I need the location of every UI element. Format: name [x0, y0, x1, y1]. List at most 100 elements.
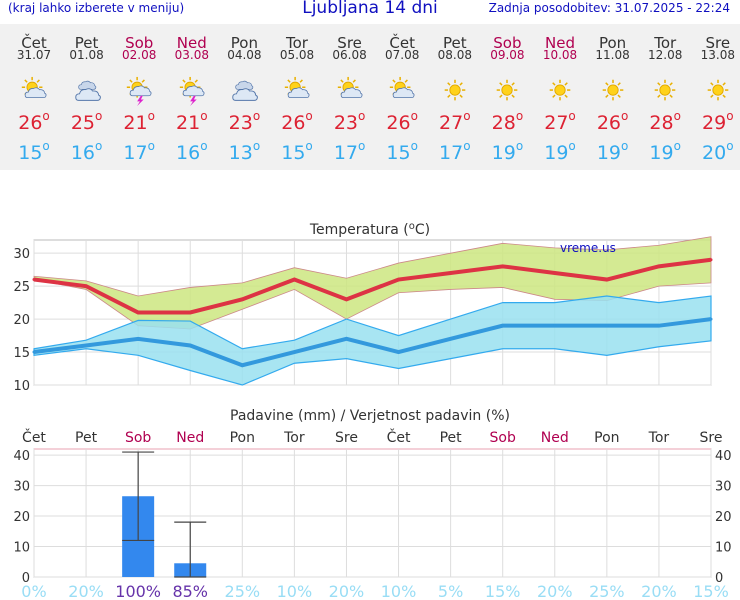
- precipitation-probability: 25%: [225, 582, 261, 600]
- day-date: 09.08: [490, 48, 525, 62]
- day-name: Sob: [125, 34, 154, 52]
- day-name: Čet: [21, 34, 47, 52]
- min-temperature-point: [605, 324, 609, 328]
- day-date: 04.08: [227, 48, 262, 62]
- y-tick-label-right: 20: [715, 510, 732, 525]
- min-temperature: 19o: [649, 139, 681, 164]
- max-temperature: 26o: [596, 109, 629, 134]
- day-name: Sre: [705, 34, 731, 52]
- max-temperature-point: [240, 297, 244, 301]
- sun-icon: [650, 76, 680, 106]
- x-tick-label: Ned: [176, 430, 204, 446]
- day-date: 07.08: [385, 48, 420, 62]
- x-tick-label: Pon: [594, 430, 619, 446]
- y-tick-label: 0: [22, 571, 30, 586]
- min-temperature-line: [33, 317, 712, 368]
- y-tick-label: 30: [13, 247, 30, 262]
- max-temperature: 29o: [702, 109, 734, 134]
- y-tick-label: 30: [13, 480, 30, 495]
- precipitation-probability: 20%: [68, 582, 104, 600]
- thunderstorm-icon: [124, 76, 154, 106]
- max-temperature-point: [553, 271, 557, 275]
- min-temperature: 13o: [228, 139, 261, 164]
- min-temperature: 20o: [702, 139, 734, 164]
- y-tick-label: 25: [13, 280, 30, 295]
- day-date: 06.08: [332, 48, 367, 62]
- x-tick-label: Tor: [283, 430, 305, 446]
- min-temperature-point: [397, 350, 401, 354]
- min-temperature-point: [188, 343, 192, 347]
- precipitation-probability: 5%: [438, 582, 463, 600]
- sun-cloud-icon: [387, 76, 417, 106]
- max-temperature: 26o: [386, 109, 418, 134]
- day-date: 31.07: [16, 48, 52, 62]
- min-temperature: 15o: [281, 139, 313, 164]
- forecast-charts: Temperatura (oC) 10 15 20 25 30 vreme.us Padavi…: [13, 221, 732, 600]
- cloudy-icon: [72, 76, 102, 106]
- x-tick-label: Pet: [440, 430, 463, 446]
- day-date: 02.08: [122, 48, 157, 62]
- min-temperature-point: [501, 324, 505, 328]
- day-name: Čet: [389, 34, 415, 52]
- precipitation-probability: 15%: [485, 582, 521, 600]
- min-temperature: 19o: [544, 139, 576, 164]
- max-temperature: 28o: [491, 109, 524, 134]
- y-tick-label: 20: [13, 313, 30, 328]
- precipitation-chart-title: Padavine (mm) / Verjetnost padavin (%): [230, 408, 510, 424]
- precipitation-probability: 20%: [537, 582, 573, 600]
- day-name: Sre: [337, 34, 362, 52]
- day-name: Ned: [545, 34, 575, 52]
- sun-cloud-icon: [282, 76, 312, 106]
- max-temperature-point: [709, 258, 713, 262]
- day-date: 08.08: [437, 48, 472, 62]
- min-temperature: 15o: [18, 139, 50, 164]
- day-date: 01.08: [69, 48, 104, 62]
- day-date: 13.08: [700, 48, 735, 62]
- min-temperature: 16o: [70, 139, 103, 164]
- max-temperature-point: [32, 278, 36, 282]
- min-temperature-point: [32, 350, 36, 354]
- daily-forecast-strip: Čet 31.07 26o 15o Pet 01.08 25o 16o Sob 02.08 21o 1…: [0, 24, 740, 170]
- sun-cloud-icon: [335, 76, 365, 106]
- y-tick-label: 10: [13, 541, 30, 556]
- y-tick-label: 15: [13, 346, 30, 361]
- x-tick-label: Sob: [490, 430, 516, 446]
- min-temperature-point: [449, 337, 453, 341]
- precipitation-probability: 25%: [589, 582, 625, 600]
- menu-hint: (kraj lahko izberete v meniju): [8, 1, 185, 15]
- day-date: 11.08: [595, 48, 630, 62]
- y-tick-label-right: 10: [715, 541, 732, 556]
- max-temperature: 27o: [544, 109, 576, 134]
- day-name: Pon: [230, 34, 258, 52]
- precipitation-probability: 20%: [641, 582, 677, 600]
- day-name: Pet: [442, 34, 467, 52]
- cloudy-icon: [229, 76, 259, 106]
- day-name: Ned: [176, 34, 207, 52]
- min-temperature: 17o: [123, 139, 155, 164]
- sun-icon: [440, 76, 470, 106]
- precipitation-probability: 0%: [21, 582, 46, 600]
- min-temperature-point: [292, 350, 296, 354]
- day-name: Sob: [493, 34, 522, 52]
- max-temperature-point: [501, 264, 505, 268]
- min-temperature-range-band: [33, 295, 712, 386]
- x-tick-label: Tor: [648, 430, 670, 446]
- min-temperature-point: [136, 337, 140, 341]
- max-temperature: 25o: [70, 109, 103, 134]
- max-temperature-point: [136, 311, 140, 314]
- x-tick-label: Čet: [387, 428, 411, 446]
- y-tick-label-right: 30: [715, 480, 732, 495]
- max-temperature-point: [605, 278, 609, 282]
- max-temperature: 21o: [123, 109, 155, 134]
- max-temperature: 26o: [281, 109, 313, 134]
- x-tick-label: Sre: [700, 430, 723, 446]
- x-tick-label: Sob: [125, 430, 151, 446]
- day-date: 12.08: [648, 48, 683, 62]
- x-tick-label: Ned: [541, 430, 569, 446]
- sun-cloud-icon: [19, 76, 49, 106]
- watermark: vreme.us: [560, 241, 616, 255]
- y-tick-label: 10: [13, 379, 30, 394]
- max-temperature-point: [344, 297, 348, 301]
- min-temperature-point: [84, 343, 88, 347]
- precipitation-probability: 10%: [277, 582, 313, 600]
